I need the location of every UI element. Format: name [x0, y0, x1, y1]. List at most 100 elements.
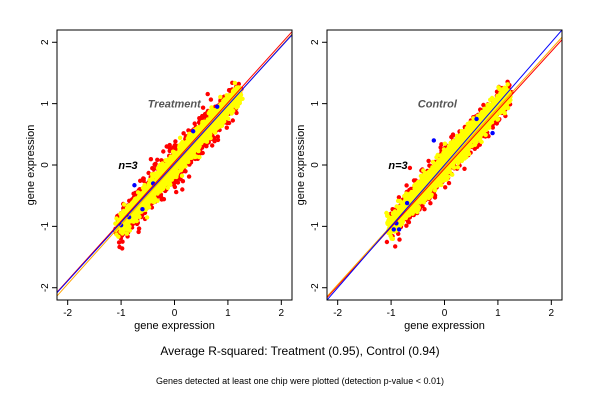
point-red [192, 121, 197, 126]
point-red [210, 143, 215, 148]
point-red [155, 157, 160, 162]
point-red [212, 139, 217, 144]
point-blue [190, 129, 196, 134]
point-red [116, 240, 122, 245]
x-tick-label: 0 [172, 308, 178, 319]
point-red [173, 179, 178, 185]
point-yellow [134, 215, 139, 220]
point-yellow [199, 141, 204, 146]
point-blue [132, 183, 137, 188]
point-yellow [240, 96, 245, 102]
point-yellow [162, 177, 168, 182]
point-red [446, 180, 452, 186]
y-tick-label: 1 [40, 100, 51, 106]
point-red [136, 226, 142, 231]
point-yellow [185, 150, 191, 156]
point-yellow [237, 100, 242, 106]
point-yellow [146, 197, 152, 203]
point-red [439, 142, 444, 147]
point-yellow [192, 143, 197, 149]
point-yellow [151, 174, 157, 179]
point-red [208, 97, 214, 102]
point-yellow [170, 155, 175, 160]
point-red [173, 139, 178, 144]
point-yellow [234, 85, 239, 90]
point-yellow [229, 107, 234, 112]
point-red [141, 176, 146, 181]
point-yellow [214, 125, 219, 131]
point-yellow [167, 181, 173, 186]
point-red [462, 166, 467, 171]
point-red [186, 174, 192, 179]
point-yellow [235, 96, 241, 102]
point-yellow [232, 80, 238, 86]
point-red [152, 162, 158, 167]
point-yellow [172, 167, 177, 172]
x-tick-label: -1 [117, 308, 126, 319]
point-yellow [120, 230, 126, 235]
point-yellow [157, 188, 162, 194]
point-red [138, 178, 143, 183]
point-yellow [122, 224, 127, 229]
point-yellow [121, 202, 127, 207]
x-tick-label: 2 [279, 308, 285, 319]
panel-title: Treatment [148, 99, 202, 111]
fit-line-blue [57, 34, 292, 294]
point-yellow [442, 141, 448, 146]
point-yellow [182, 140, 188, 146]
point-yellow [231, 101, 237, 106]
point-red [404, 183, 409, 188]
point-red [120, 239, 125, 244]
point-yellow [179, 159, 184, 164]
point-yellow [129, 201, 135, 206]
point-yellow [155, 198, 160, 203]
point-yellow [208, 132, 213, 137]
point-red [161, 149, 166, 154]
point-yellow [114, 232, 119, 237]
point-red [174, 189, 179, 195]
x-axis-label: gene expression [134, 320, 215, 332]
point-yellow [185, 136, 190, 141]
point-red [226, 120, 232, 126]
point-red [490, 125, 495, 130]
point-yellow [200, 124, 205, 130]
point-red [117, 244, 122, 250]
point-blue [215, 104, 220, 109]
point-yellow [220, 115, 225, 120]
point-yellow [183, 164, 188, 169]
point-yellow [124, 231, 130, 236]
point-red [167, 148, 172, 154]
point-red [236, 81, 241, 87]
y-tick-label: -1 [40, 221, 51, 230]
point-yellow [226, 116, 231, 121]
point-red [224, 125, 229, 130]
point-red [406, 220, 412, 225]
point-yellow [459, 128, 464, 134]
point-yellow [187, 131, 192, 136]
point-yellow [218, 94, 223, 100]
point-red [180, 187, 185, 192]
sample-count-label: n=3 [118, 160, 137, 172]
point-yellow [185, 158, 190, 163]
point-yellow [179, 173, 185, 178]
point-red [407, 165, 413, 171]
point-yellow [137, 214, 142, 220]
plot-area [57, 31, 292, 297]
x-tick-label: -2 [63, 308, 72, 319]
point-red [230, 118, 235, 123]
y-axis-label: gene expression [25, 125, 37, 206]
plot-area [327, 30, 562, 300]
point-red [164, 144, 169, 149]
point-red [215, 137, 221, 143]
point-red [443, 185, 448, 190]
point-red [422, 207, 427, 212]
x-tick-label: 1 [225, 308, 231, 319]
point-yellow [450, 172, 455, 177]
point-red [215, 134, 220, 139]
point-red [449, 134, 454, 140]
point-red [205, 91, 210, 97]
point-red [200, 105, 206, 110]
